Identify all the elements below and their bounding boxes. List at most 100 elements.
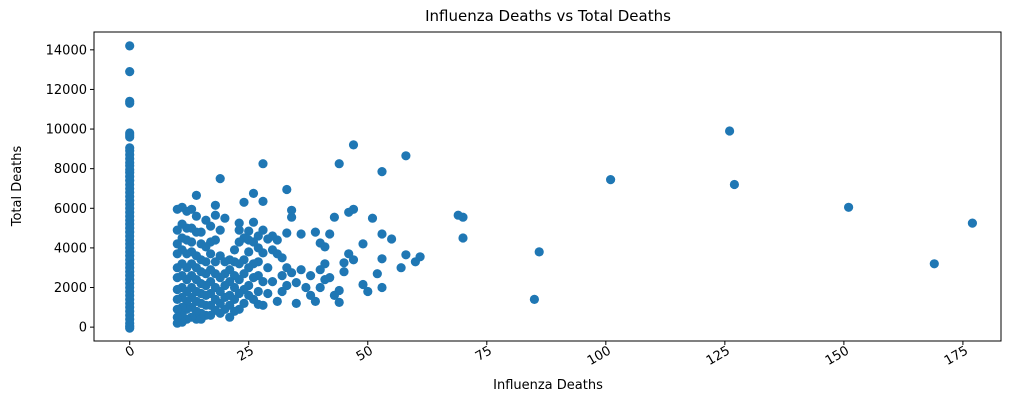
data-point <box>339 267 349 277</box>
data-point <box>282 263 292 273</box>
data-point <box>315 282 325 293</box>
data-point <box>263 234 273 244</box>
data-point <box>363 286 373 297</box>
data-point <box>244 247 254 257</box>
x-tick-label: 175 <box>942 343 971 368</box>
data-point <box>453 210 463 220</box>
data-point <box>287 212 297 222</box>
data-point <box>172 273 182 283</box>
x-tick-label: 50 <box>354 343 376 364</box>
data-point <box>253 286 263 297</box>
data-point <box>172 294 182 304</box>
data-point <box>225 312 235 322</box>
data-point <box>296 229 306 239</box>
y-axis: 0 2000 4000 6000 8000 10000 12000 14000 <box>46 43 94 336</box>
data-point <box>201 215 211 225</box>
data-point <box>458 233 468 243</box>
data-point <box>196 239 206 249</box>
data-point <box>306 271 316 281</box>
data-point <box>315 265 325 275</box>
data-point <box>344 207 354 217</box>
data-point <box>339 258 349 268</box>
data-point <box>967 218 978 228</box>
data-point <box>172 225 182 235</box>
data-point <box>282 184 292 195</box>
data-point <box>172 304 182 314</box>
chart-title: Influenza Deaths vs Total Deaths <box>425 7 671 25</box>
data-point <box>234 225 244 235</box>
data-point <box>125 41 135 51</box>
data-point <box>210 200 220 210</box>
data-point <box>348 140 359 150</box>
data-point <box>172 204 182 214</box>
data-point <box>529 294 540 304</box>
points-layer <box>125 41 978 333</box>
data-point <box>606 175 616 185</box>
data-point <box>234 237 244 247</box>
data-point <box>310 227 320 237</box>
data-point <box>172 239 182 249</box>
plot-frame <box>93 31 1002 342</box>
data-point <box>377 282 387 293</box>
data-point <box>844 202 854 212</box>
data-point <box>210 257 220 267</box>
y-tick-label: 2000 <box>54 281 87 296</box>
data-point <box>248 188 259 198</box>
x-tick-label: 125 <box>704 343 733 368</box>
data-point <box>267 245 278 255</box>
data-point <box>272 296 282 306</box>
data-point <box>401 250 411 260</box>
y-tick-label: 6000 <box>54 202 87 217</box>
data-point <box>325 229 335 239</box>
data-point <box>291 298 301 308</box>
data-point <box>125 98 135 108</box>
data-point <box>220 213 230 223</box>
data-point <box>206 249 216 259</box>
data-point <box>244 226 254 236</box>
data-point <box>401 151 411 161</box>
data-point <box>258 196 268 206</box>
data-point <box>215 174 225 184</box>
data-point <box>377 254 387 264</box>
data-point <box>263 288 273 299</box>
y-axis-label: Total Deaths <box>10 145 25 227</box>
data-point <box>410 257 420 267</box>
x-tick-label: 0 <box>123 343 138 360</box>
data-point <box>277 271 287 281</box>
data-point <box>215 225 225 235</box>
x-tick-label: 100 <box>585 343 614 368</box>
data-point <box>191 211 201 221</box>
data-point <box>306 290 316 300</box>
x-tick-label: 25 <box>235 343 257 364</box>
data-point <box>358 279 368 290</box>
data-point <box>358 239 368 249</box>
data-point <box>729 179 740 190</box>
data-point <box>329 212 339 222</box>
data-point <box>125 132 135 142</box>
data-point <box>267 277 278 287</box>
data-point <box>191 190 201 200</box>
y-tick-label: 14000 <box>46 43 87 58</box>
data-point <box>248 273 259 283</box>
data-point <box>367 213 378 223</box>
data-point <box>344 249 354 259</box>
data-point <box>377 229 387 239</box>
x-axis-label: Influenza Deaths <box>493 378 603 393</box>
data-point <box>320 275 330 285</box>
data-point <box>534 247 544 257</box>
data-point <box>329 290 339 300</box>
x-tick-label: 75 <box>473 343 495 364</box>
data-point <box>125 67 135 77</box>
y-tick-label: 8000 <box>54 162 87 177</box>
data-point <box>929 259 939 269</box>
data-point <box>387 234 397 244</box>
x-axis: 0 25 50 75 100 125 150 175 <box>123 341 971 369</box>
data-point <box>263 263 273 273</box>
x-tick-label: 150 <box>823 343 852 368</box>
data-point <box>172 284 182 295</box>
data-point <box>334 297 344 307</box>
data-point <box>377 167 387 177</box>
y-tick-label: 4000 <box>54 241 87 256</box>
data-point <box>282 228 292 238</box>
